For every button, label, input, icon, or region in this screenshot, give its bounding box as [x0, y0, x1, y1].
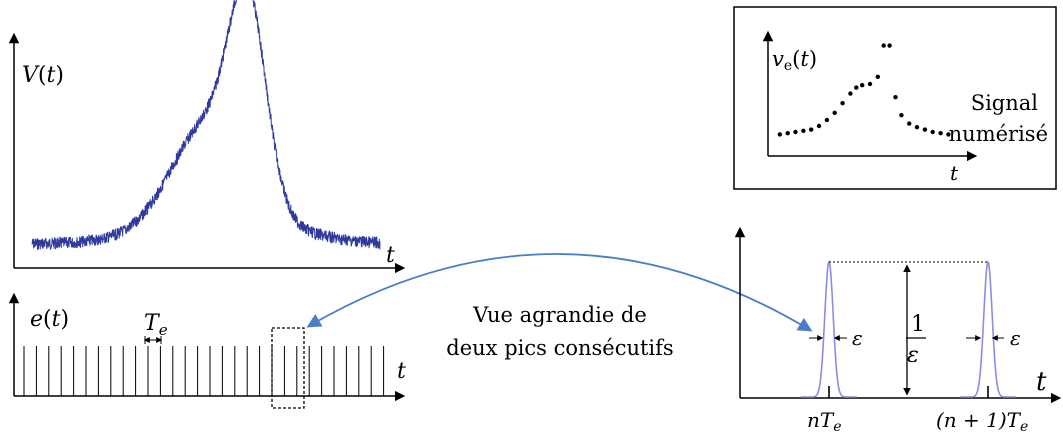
digitized-sample-point — [854, 85, 859, 90]
tick-n-label: nTe — [807, 408, 842, 435]
zoom-selection-box — [271, 327, 305, 409]
period-label: Te — [144, 311, 168, 339]
pulse-n-plus-1 — [960, 260, 1016, 398]
digitized-sample-point — [946, 132, 951, 137]
zoom-panel: t 1 ε ε ε nTe (n + 1)Te — [734, 226, 1062, 435]
width-label-1: ε — [852, 326, 863, 350]
width-label-2: ε — [1010, 326, 1021, 350]
digitized-sample-point — [930, 129, 935, 135]
digitized-sample-point — [867, 81, 873, 87]
digitized-sample-point — [875, 74, 880, 80]
digitized-sample-point — [881, 43, 886, 48]
digitized-ylabel: ve(t) — [772, 47, 817, 74]
digitized-panel: ve(t) t Signal numérisé — [733, 6, 1057, 190]
zoom-xlabel: t — [1036, 367, 1047, 397]
digitized-xlabel: t — [950, 161, 959, 185]
digitized-sample-point — [907, 121, 912, 126]
digitized-frame — [733, 6, 1057, 190]
digitized-caption-line1: Signal — [971, 91, 1039, 115]
signal-panel: V(t) t — [8, 0, 406, 274]
signal-trace — [31, 0, 381, 251]
digitized-sample-point — [938, 131, 943, 136]
comb-ylabel: e(t) — [30, 307, 69, 332]
digitized-sample-point — [793, 129, 798, 135]
digitized-sample-point — [922, 127, 928, 132]
tick-n-plus-1-label: (n + 1)Te — [936, 408, 1028, 435]
digitized-sample-point — [840, 101, 845, 106]
digitized-sample-point — [899, 113, 904, 118]
zoom-caption-line1: Vue agrandie de — [472, 303, 647, 327]
digitized-sample-point — [809, 127, 814, 132]
period-marker — [143, 336, 163, 344]
signal-xlabel: t — [386, 243, 395, 268]
digitized-samples — [777, 43, 951, 137]
digitized-sample-point — [832, 110, 837, 116]
digitized-sample-point — [887, 43, 892, 48]
zoom-caption-line2: deux pics consécutifs — [446, 336, 673, 360]
digitized-sample-point — [848, 91, 853, 96]
digitized-sample-point — [914, 125, 920, 130]
digitized-sample-point — [816, 123, 822, 129]
signal-ylabel: V(t) — [22, 63, 64, 88]
comb-panel: e(t) t Te — [8, 292, 406, 409]
digitized-caption-line2: numérisé — [949, 122, 1048, 146]
digitized-sample-point — [860, 83, 865, 88]
digitized-sample-point — [777, 132, 782, 137]
digitized-sample-point — [824, 117, 830, 123]
height-label-num: 1 — [911, 312, 925, 337]
comb-pulses — [23, 346, 385, 396]
digitized-sample-point — [785, 131, 790, 136]
digitized-sample-point — [801, 128, 806, 133]
comb-xlabel: t — [397, 359, 406, 384]
digitized-sample-point — [893, 95, 898, 100]
height-label-den: ε — [907, 343, 919, 368]
